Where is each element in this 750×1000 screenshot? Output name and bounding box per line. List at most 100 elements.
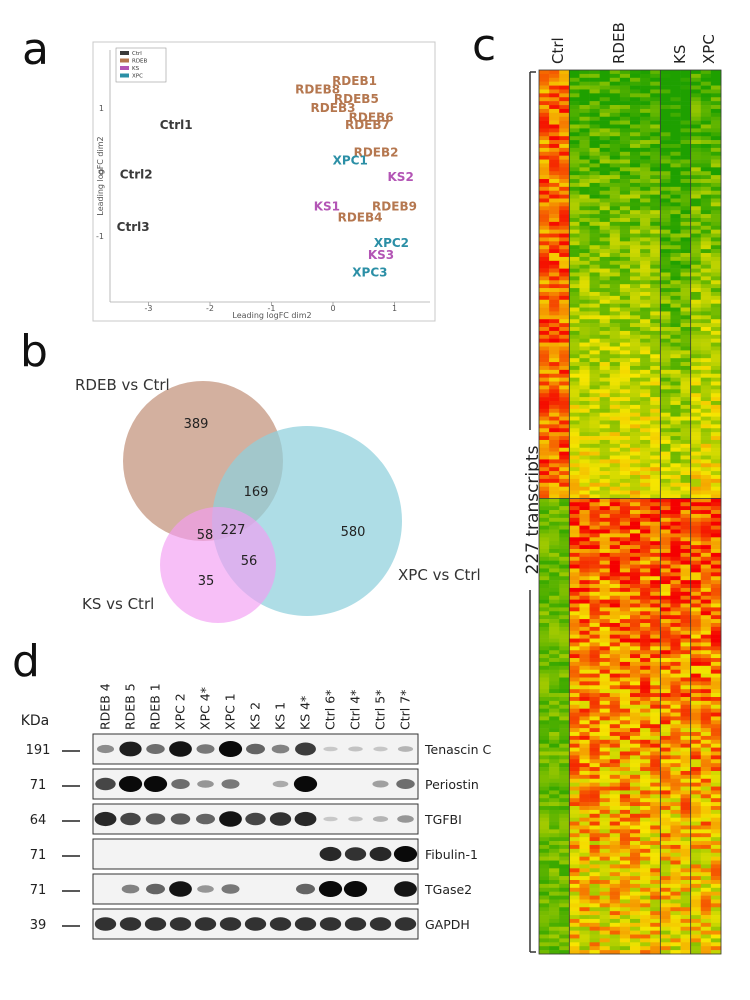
heatmap-cell (549, 381, 560, 386)
heatmap-cell (569, 813, 580, 818)
heatmap-cell (619, 728, 631, 733)
heatmap-cell (660, 303, 671, 308)
mds-point-label: RDEB5 (334, 92, 379, 106)
heatmap-cell (660, 930, 671, 935)
heatmap-cell (589, 397, 600, 402)
heatmap-cell (660, 264, 671, 269)
heatmap-cell (539, 751, 550, 756)
heatmap-cell (559, 794, 570, 799)
heatmap-cell (549, 194, 560, 199)
heatmap-cell (619, 171, 631, 176)
heatmap-cell (539, 393, 550, 398)
heatmap-cell (589, 362, 600, 367)
heatmap-cell (660, 732, 671, 737)
heatmap-cell (549, 124, 560, 129)
heatmap-cell (579, 443, 590, 449)
heatmap-cell (670, 942, 681, 947)
heatmap-cell (640, 475, 651, 480)
heatmap-cell (589, 467, 600, 472)
heatmap-cell (680, 424, 691, 429)
heatmap-cell (640, 634, 651, 639)
heatmap-cell (539, 782, 550, 787)
heatmap-cell (680, 147, 691, 153)
heatmap-cell (609, 358, 621, 363)
heatmap-cell (670, 478, 681, 484)
heatmap-cell (589, 899, 600, 904)
heatmap-cell (559, 288, 570, 293)
heatmap-cell (650, 669, 661, 674)
heatmap-cell (700, 521, 712, 526)
heatmap-cell (640, 716, 651, 721)
heatmap-cell (710, 591, 722, 597)
heatmap-cell (539, 642, 550, 647)
heatmap-cell (579, 926, 590, 931)
heatmap-cell (660, 591, 671, 597)
heatmap-cell (569, 619, 580, 624)
heatmap-cell (609, 482, 621, 487)
heatmap-cell (549, 595, 560, 600)
heatmap-cell (559, 249, 570, 254)
heatmap-cell (559, 498, 570, 503)
heatmap-cell (630, 206, 641, 211)
heatmap-cell (690, 560, 702, 565)
heatmap-cell (640, 311, 651, 316)
heatmap-cell (650, 221, 661, 227)
heatmap-cell (609, 533, 621, 538)
heatmap-cell (599, 622, 611, 628)
heatmap-cell (619, 334, 631, 339)
heatmap-cell (690, 327, 702, 332)
heatmap-cell (539, 253, 550, 258)
heatmap-cell (660, 315, 671, 320)
heatmap-cell (599, 256, 611, 262)
heatmap-cell (650, 626, 661, 632)
heatmap-cell (660, 767, 671, 772)
heatmap-cell (549, 408, 560, 413)
heatmap-cell (710, 93, 722, 98)
heatmap-cell (640, 510, 651, 515)
heatmap-cell (599, 833, 611, 838)
heatmap-cell (619, 447, 631, 452)
heatmap-cell (690, 140, 702, 145)
heatmap-cell (690, 369, 702, 375)
heatmap-cell (559, 587, 570, 593)
heatmap-cell (700, 899, 712, 904)
heatmap-cell (569, 471, 580, 476)
heatmap-cell (569, 401, 580, 406)
heatmap-cell (710, 833, 722, 838)
heatmap-cell (609, 599, 621, 604)
heatmap-cell (569, 918, 580, 924)
heatmap-cell (569, 475, 580, 480)
heatmap-cell (680, 844, 691, 850)
heatmap-cell (710, 342, 722, 347)
heatmap-cell (660, 809, 671, 815)
heatmap-cell (640, 907, 651, 912)
heatmap-cell (700, 786, 712, 791)
heatmap-cell (589, 829, 600, 834)
heatmap-cell (710, 299, 722, 304)
heatmap-cell (650, 599, 661, 604)
heatmap-cell (640, 373, 651, 378)
heatmap-cell (569, 607, 580, 612)
heatmap-cell (650, 837, 661, 842)
blot-band (119, 741, 142, 757)
heatmap-cell (640, 159, 651, 164)
heatmap-cell (579, 233, 590, 238)
heatmap-cell (680, 506, 691, 511)
heatmap-cell (670, 451, 681, 456)
heatmap-cell (579, 510, 590, 515)
heatmap-cell (630, 689, 641, 694)
heatmap-cell (559, 350, 570, 355)
heatmap-cell (589, 140, 600, 145)
heatmap-cell (589, 638, 600, 643)
heatmap-cell (559, 346, 570, 351)
heatmap-cell (660, 778, 671, 783)
heatmap-cell (559, 868, 570, 873)
heatmap-cell (670, 564, 681, 569)
heatmap-cell (690, 471, 702, 476)
heatmap-cell (680, 895, 691, 900)
heatmap-cell (660, 798, 671, 803)
heatmap-cell (539, 638, 550, 643)
heatmap-cell (710, 533, 722, 538)
heatmap-cell (650, 907, 661, 912)
heatmap-cell (539, 459, 550, 464)
